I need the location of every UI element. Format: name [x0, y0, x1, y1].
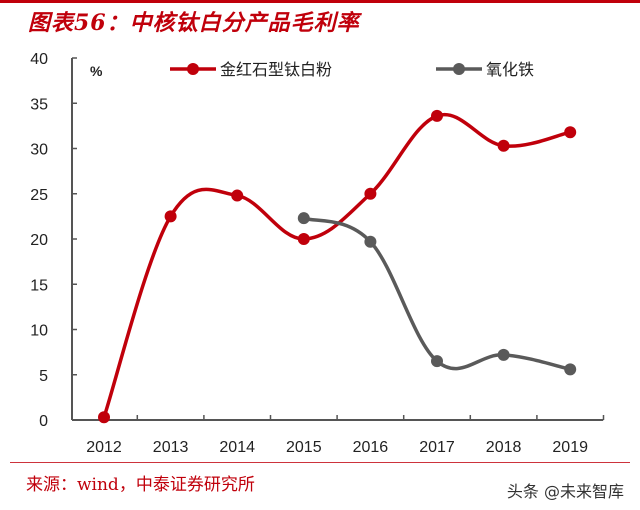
- data-point-marker: [431, 109, 443, 122]
- y-tick-label: 5: [39, 368, 48, 385]
- title-top-rule: [0, 0, 640, 3]
- y-tick-label: 25: [30, 187, 48, 204]
- footer-divider: [10, 462, 630, 463]
- x-tick-label: 2019: [552, 439, 588, 456]
- watermark: 头条 @未来智库: [506, 482, 624, 501]
- series-line-0: [102, 112, 572, 420]
- data-point-marker: [431, 355, 443, 368]
- y-unit-label: %: [90, 63, 103, 79]
- x-tick-label: 2013: [153, 439, 189, 456]
- legend-swatch-marker: [187, 63, 199, 75]
- x-tick-label: 2012: [86, 439, 122, 456]
- y-tick-label: 0: [39, 413, 48, 430]
- data-point-marker: [164, 210, 177, 223]
- chart-title: 图表56：中核钛白分产品毛利率: [28, 10, 360, 36]
- x-tick-label: 2017: [419, 439, 455, 456]
- data-point-marker: [564, 363, 577, 376]
- y-tick-label: 30: [30, 142, 48, 159]
- y-tick-label: 15: [30, 277, 48, 294]
- series-line-1: [302, 216, 572, 372]
- source-note: 来源：wind，中泰证券研究所: [26, 475, 255, 495]
- legend-label: 氧化铁: [486, 60, 534, 79]
- y-tick-label: 10: [30, 323, 48, 340]
- data-point-marker: [364, 187, 377, 200]
- data-point-marker: [564, 126, 577, 139]
- x-tick-label: 2014: [219, 439, 255, 456]
- data-point-marker: [297, 212, 310, 225]
- y-tick-label: 20: [30, 232, 48, 249]
- data-point-marker: [364, 235, 377, 248]
- legend-swatch-marker: [453, 63, 465, 75]
- data-point-marker: [497, 348, 510, 361]
- data-point-marker: [497, 139, 510, 152]
- y-tick-label: 40: [30, 51, 48, 68]
- x-tick-label: 2016: [353, 439, 389, 456]
- data-point-marker: [231, 189, 244, 202]
- data-point-marker: [297, 233, 310, 245]
- legend-label: 金红石型钛白粉: [220, 60, 332, 79]
- x-tick-label: 2015: [286, 439, 322, 456]
- data-point-marker: [98, 411, 110, 424]
- y-tick-label: 35: [30, 96, 48, 113]
- x-tick-label: 2018: [486, 439, 522, 456]
